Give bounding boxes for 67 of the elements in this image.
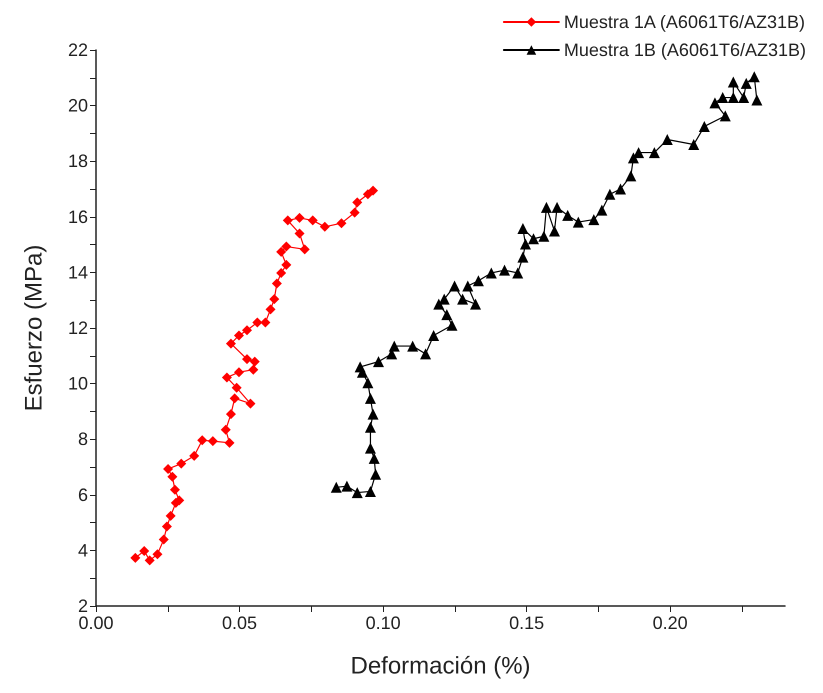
y-tick-label: 4 <box>78 540 88 560</box>
point <box>144 555 155 566</box>
point <box>163 464 174 474</box>
point <box>336 218 346 228</box>
y-tick-label: 20 <box>68 96 88 116</box>
point <box>308 215 318 226</box>
point <box>276 246 286 257</box>
point <box>266 304 276 314</box>
y-tick-label: 12 <box>68 318 88 338</box>
y-tick-label: 8 <box>78 429 88 450</box>
point <box>139 546 150 556</box>
point <box>189 450 200 461</box>
point <box>152 549 162 560</box>
point <box>162 521 172 532</box>
point <box>226 338 236 349</box>
point <box>248 364 258 375</box>
y-tick-label: 18 <box>68 151 88 172</box>
point <box>352 197 362 208</box>
point <box>220 424 231 435</box>
y-tick-label: 14 <box>68 262 88 282</box>
point <box>158 534 169 545</box>
point <box>282 215 293 226</box>
x-tick-label: 0.10 <box>366 613 401 633</box>
point <box>252 317 262 328</box>
point <box>234 330 244 341</box>
point <box>232 382 242 393</box>
x-tick-label: 0.15 <box>509 613 544 633</box>
y-tick-label: 2 <box>78 596 88 616</box>
point <box>281 260 292 270</box>
point <box>176 458 186 469</box>
y-tick-label: 22 <box>68 40 88 60</box>
point <box>130 552 140 563</box>
point <box>269 294 280 304</box>
point <box>350 208 360 218</box>
point <box>226 409 236 420</box>
point <box>170 484 180 495</box>
point <box>281 242 292 252</box>
x-tick-label: 0.00 <box>78 613 114 633</box>
point <box>222 372 232 382</box>
point <box>260 317 270 328</box>
point <box>276 268 286 278</box>
x-axis-title: Deformación (%) <box>350 652 531 680</box>
point <box>320 222 330 232</box>
y-tick-label: 10 <box>68 374 88 394</box>
point <box>242 354 252 364</box>
y-tick-label: 6 <box>78 484 88 505</box>
x-tick-label: 0.05 <box>222 613 258 633</box>
point <box>272 278 282 289</box>
point <box>197 435 208 446</box>
legend-label: Muestra 1A (A6061T6/AZ31B) <box>564 12 806 32</box>
point <box>208 436 218 446</box>
y-tick-label: 16 <box>68 206 88 227</box>
point <box>242 325 252 336</box>
point <box>294 212 305 223</box>
point <box>250 356 260 367</box>
legend-label: Muestra 1B (A6061T6/AZ31B) <box>564 40 806 60</box>
point <box>245 398 256 409</box>
point <box>294 228 305 238</box>
point <box>167 472 178 482</box>
point <box>234 367 244 378</box>
y-axis-title: Esfuerzo (MPa) <box>20 244 48 412</box>
point <box>368 186 378 196</box>
point <box>300 244 310 254</box>
point <box>166 510 176 521</box>
point <box>224 438 234 448</box>
x-tick-label: 0.20 <box>652 613 688 633</box>
point <box>230 393 240 404</box>
